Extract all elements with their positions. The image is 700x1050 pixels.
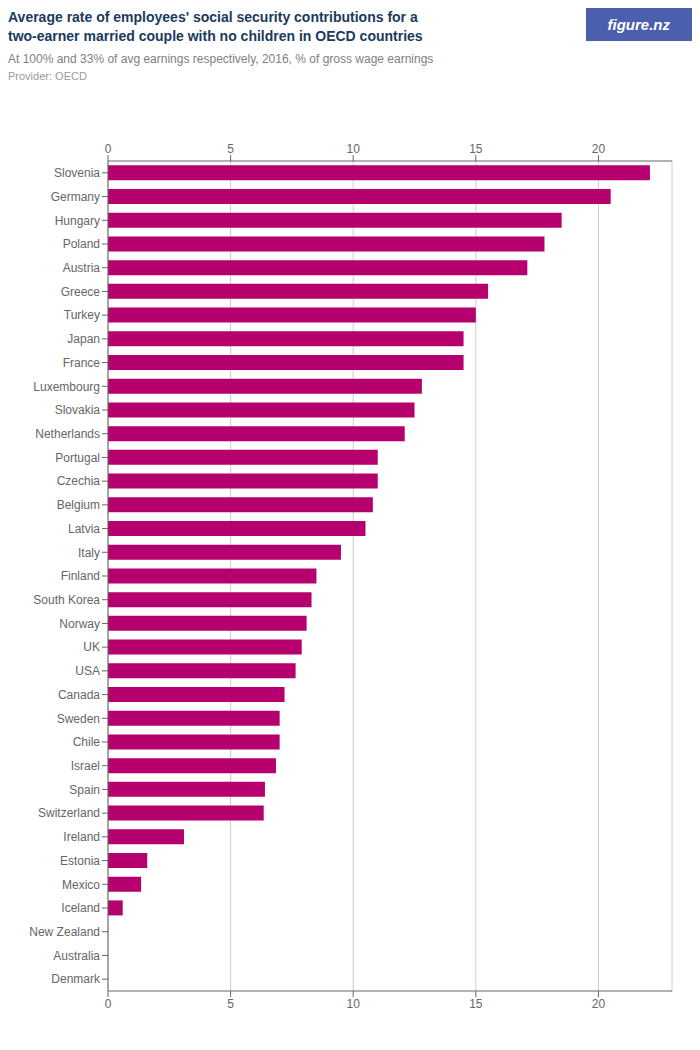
svg-text:Italy: Italy — [78, 546, 100, 560]
svg-text:Germany: Germany — [51, 190, 100, 204]
svg-text:Belgium: Belgium — [57, 498, 100, 512]
svg-text:Slovakia: Slovakia — [55, 403, 101, 417]
svg-text:New Zealand: New Zealand — [29, 925, 100, 939]
svg-text:Poland: Poland — [63, 237, 100, 251]
html-text:At 100% and 33% of avg earning: At 100% and 33% of avg earnings respecti… — [8, 52, 434, 66]
svg-text:Spain: Spain — [69, 783, 100, 797]
svg-text:France: France — [63, 356, 101, 370]
svg-text:Japan: Japan — [67, 332, 100, 346]
svg-text:South Korea: South Korea — [33, 593, 100, 607]
svg-text:Turkey: Turkey — [64, 308, 100, 322]
svg-text:5: 5 — [227, 997, 234, 1011]
svg-text:Israel: Israel — [71, 759, 100, 773]
svg-text:Australia: Australia — [53, 949, 100, 963]
svg-text:Greece: Greece — [61, 285, 101, 299]
svg-text:Estonia: Estonia — [60, 854, 100, 868]
svg-text:0: 0 — [105, 142, 112, 156]
svg-text:Netherlands: Netherlands — [35, 427, 100, 441]
svg-text:Portugal: Portugal — [55, 451, 100, 465]
html-text:Average rate of employees' soc: Average rate of employees' social securi… — [8, 9, 418, 25]
svg-text:Canada: Canada — [58, 688, 100, 702]
html-text:Provider: OECD: Provider: OECD — [8, 70, 87, 82]
svg-text:Switzerland: Switzerland — [38, 806, 100, 820]
svg-text:Denmark: Denmark — [51, 972, 101, 986]
svg-text:15: 15 — [469, 142, 483, 156]
svg-text:Norway: Norway — [59, 617, 100, 631]
html-text:figure.nz: figure.nz — [607, 16, 670, 33]
svg-text:USA: USA — [75, 664, 100, 678]
svg-text:15: 15 — [469, 997, 483, 1011]
svg-text:UK: UK — [83, 640, 100, 654]
svg-text:Sweden: Sweden — [57, 712, 100, 726]
svg-text:Ireland: Ireland — [63, 830, 100, 844]
svg-text:10: 10 — [347, 142, 361, 156]
svg-text:Czechia: Czechia — [57, 474, 101, 488]
svg-text:Iceland: Iceland — [61, 901, 100, 915]
svg-text:Luxembourg: Luxembourg — [33, 380, 100, 394]
svg-text:20: 20 — [592, 142, 606, 156]
svg-text:Hungary: Hungary — [55, 214, 100, 228]
svg-text:5: 5 — [227, 142, 234, 156]
svg-text:Mexico: Mexico — [62, 878, 100, 892]
svg-text:10: 10 — [347, 997, 361, 1011]
html-text:two-earner married couple with: two-earner married couple with no childr… — [8, 28, 423, 44]
svg-text:0: 0 — [105, 997, 112, 1011]
svg-text:Latvia: Latvia — [68, 522, 100, 536]
svg-text:20: 20 — [592, 997, 606, 1011]
svg-text:Finland: Finland — [61, 569, 100, 583]
svg-text:Slovenia: Slovenia — [54, 166, 100, 180]
svg-text:Austria: Austria — [63, 261, 101, 275]
svg-text:Chile: Chile — [73, 735, 101, 749]
